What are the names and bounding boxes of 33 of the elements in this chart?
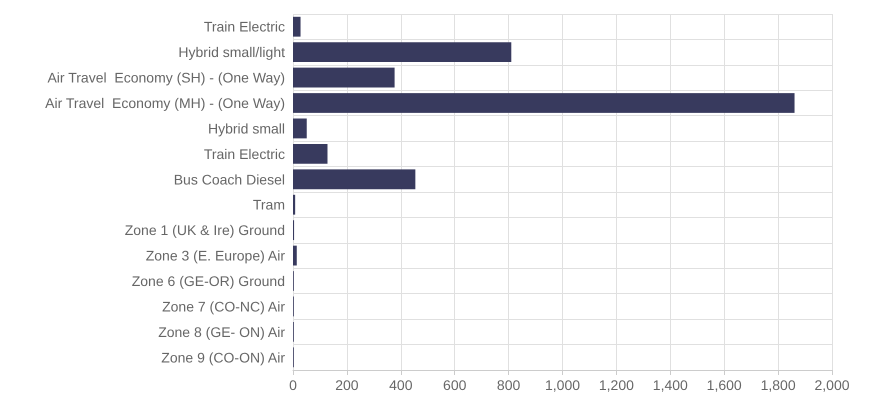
bar [293,42,512,62]
bar [293,93,795,113]
y-tick-label: Train Electric [204,146,285,162]
x-tick-label: 1,200 [598,377,634,393]
y-tick-label: Air Travel Economy (SH) - (One Way) [47,70,285,86]
y-tick-label: Air Travel Economy (MH) - (One Way) [45,95,285,111]
x-tick-label: 200 [335,377,359,393]
x-tick-label: 600 [443,377,467,393]
x-tick-label: 1,600 [706,377,742,393]
bar [293,118,307,138]
x-tick-label: 800 [496,377,520,393]
x-tick-label: 1,400 [652,377,688,393]
y-tick-label: Zone 6 (GE-OR) Ground [132,273,285,289]
x-tick-label: 0 [289,377,298,393]
y-tick-label: Zone 9 (CO-ON) Air [161,349,286,366]
y-tick-label: Zone 1 (UK & Ire) Ground [124,222,285,238]
y-tick-label: Zone 3 (E. Europe) Air [146,248,286,264]
bar [293,16,301,37]
y-tick-label: Hybrid small [208,120,285,136]
y-tick-label: Tram [252,196,285,213]
x-tick-label: 1,000 [544,377,580,393]
bar [293,246,297,266]
y-tick-label: Train Electric [204,18,285,35]
y-tick-label: Hybrid small/light [178,44,286,60]
y-tick-label: Zone 7 (CO-NC) Air [162,298,286,314]
x-tick-label: 2,000 [814,377,850,393]
x-tick-label: 400 [389,377,413,393]
bar [293,169,416,190]
bar [293,68,395,88]
x-tick-label: 1,800 [760,377,796,393]
y-tick-label: Zone 8 (GE- ON) Air [158,324,286,340]
bar [293,144,328,164]
y-tick-label: Bus Coach Diesel [174,171,285,188]
